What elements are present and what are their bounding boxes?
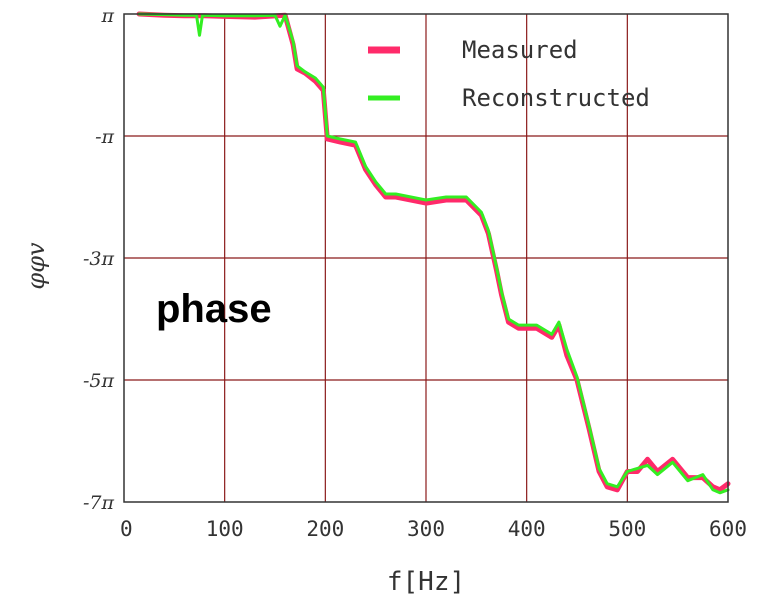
plot-frame bbox=[123, 13, 729, 503]
legend: Measured Reconstructed bbox=[368, 36, 650, 112]
x-tick-label: 200 bbox=[306, 517, 344, 541]
legend-label: Measured bbox=[462, 36, 578, 64]
y-tick-label: π bbox=[101, 5, 115, 27]
series-line-reconstructed bbox=[137, 12, 730, 495]
y-tick-label: -7π bbox=[83, 492, 115, 514]
x-tick-label: 300 bbox=[407, 517, 445, 541]
x-tick-label: 400 bbox=[508, 517, 546, 541]
phase-annotation: phase bbox=[156, 287, 272, 331]
y-tick-label: -5π bbox=[83, 370, 115, 392]
x-tick-label: 0 bbox=[120, 517, 133, 541]
grid bbox=[124, 14, 728, 502]
y-ticks: π -π -3π -5π -7π bbox=[83, 5, 115, 514]
y-tick-label: -π bbox=[95, 126, 114, 148]
x-tick-label: 600 bbox=[709, 517, 747, 541]
x-axis-label: f[Hz] bbox=[387, 567, 465, 597]
series-layer bbox=[136, 11, 731, 495]
x-tick-label: 500 bbox=[608, 517, 646, 541]
y-tick-label: -3π bbox=[83, 248, 115, 270]
x-ticks: 0 100 200 300 400 500 600 bbox=[120, 517, 747, 541]
legend-label: Reconstructed bbox=[462, 84, 650, 112]
x-tick-label: 100 bbox=[206, 517, 244, 541]
y-axis-label: φφv bbox=[22, 242, 50, 290]
